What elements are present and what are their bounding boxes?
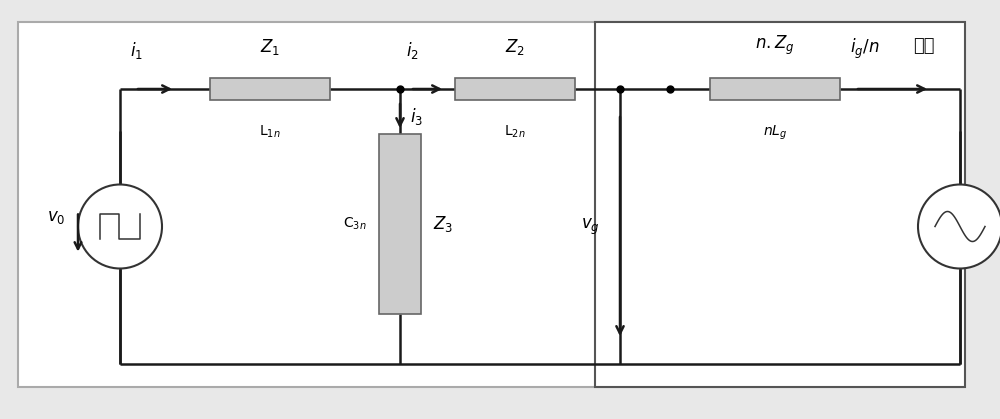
Text: $\mathrm{L}_{2n}$: $\mathrm{L}_{2n}$ xyxy=(504,124,526,140)
Bar xyxy=(18,22,963,387)
Text: $i_1$: $i_1$ xyxy=(130,40,143,61)
Text: $i_3$: $i_3$ xyxy=(410,106,423,127)
Text: $v_g$: $v_g$ xyxy=(581,216,600,237)
Circle shape xyxy=(78,184,162,269)
Text: $nL_g$: $nL_g$ xyxy=(763,124,787,142)
Text: $Z_1$: $Z_1$ xyxy=(260,37,280,57)
Bar xyxy=(379,134,421,314)
Circle shape xyxy=(918,184,1000,269)
Text: $n.Z_g$: $n.Z_g$ xyxy=(755,34,795,57)
Bar xyxy=(710,78,840,100)
Text: $\mathrm{L}_{1n}$: $\mathrm{L}_{1n}$ xyxy=(259,124,281,140)
Bar xyxy=(595,22,965,387)
Text: $i_g/n$: $i_g/n$ xyxy=(850,37,880,61)
Text: $v_0$: $v_0$ xyxy=(47,207,65,225)
Bar xyxy=(210,78,330,100)
Text: $Z_2$: $Z_2$ xyxy=(505,37,525,57)
Text: $Z_3$: $Z_3$ xyxy=(433,214,453,234)
Text: $i_2$: $i_2$ xyxy=(406,40,419,61)
Text: 电网: 电网 xyxy=(914,37,935,55)
Bar xyxy=(455,78,575,100)
Text: $\mathrm{C}_{3n}$: $\mathrm{C}_{3n}$ xyxy=(343,216,367,232)
